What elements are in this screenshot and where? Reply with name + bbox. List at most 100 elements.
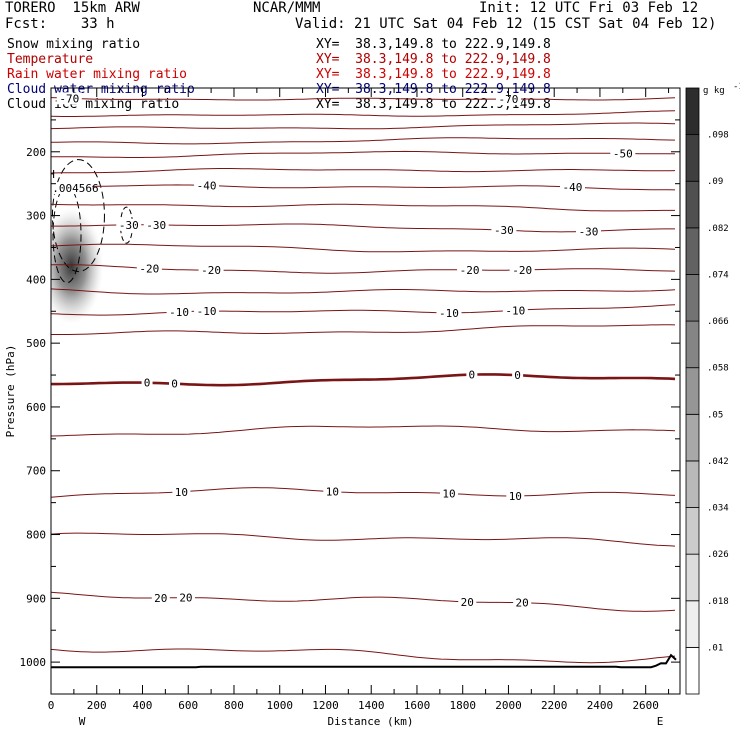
colorbar-swatch bbox=[685, 274, 700, 322]
contour-label: -10 bbox=[169, 306, 189, 319]
field-name: Snow mixing ratio bbox=[7, 37, 141, 52]
contour-label: 0 bbox=[469, 369, 476, 382]
x-tick-label: 200 bbox=[87, 699, 107, 712]
contour-label-bg bbox=[166, 305, 192, 318]
x-tick-label: 600 bbox=[178, 699, 198, 712]
x-tick-label: 2600 bbox=[632, 699, 659, 712]
contour-label-bg bbox=[136, 262, 162, 275]
contour-label: -10 bbox=[197, 305, 217, 318]
snow-max-marker: H bbox=[48, 168, 55, 181]
contour-label: 10 bbox=[509, 490, 522, 503]
temperature-contour bbox=[51, 425, 676, 437]
contour-label: 20 bbox=[154, 592, 167, 605]
contour-label-bg bbox=[151, 591, 170, 604]
contour-label-bg bbox=[194, 305, 220, 318]
contour-label: -50 bbox=[613, 147, 633, 160]
contour-label: 0 bbox=[144, 377, 151, 390]
temperature-contour bbox=[51, 243, 676, 253]
contour-label-bg bbox=[323, 485, 342, 498]
y-tick-label: 900 bbox=[26, 592, 46, 605]
contour-label: -30 bbox=[579, 225, 599, 238]
colorbar-label: .074 bbox=[707, 270, 729, 280]
y-axis-title: Pressure (hPa) bbox=[4, 345, 17, 438]
temperature-contour bbox=[51, 591, 676, 612]
x-tick-label: 1800 bbox=[449, 699, 476, 712]
temperature-contour bbox=[51, 137, 676, 145]
temperature-contour bbox=[51, 373, 676, 387]
colorbar-label: .09 bbox=[707, 177, 723, 187]
contour-label-bg bbox=[466, 368, 478, 381]
contour-label: 10 bbox=[442, 487, 455, 500]
field-xy: XY= 38.3,149.8 to 222.9,149.8 bbox=[316, 82, 551, 97]
temperature-contour bbox=[51, 487, 676, 498]
colorbar-swatch bbox=[685, 227, 700, 275]
x-tick-label: 1600 bbox=[404, 699, 431, 712]
snow-max-label-bg bbox=[51, 182, 93, 195]
contour-label: 20 bbox=[179, 592, 192, 605]
contour-label-bg bbox=[506, 489, 525, 502]
colorbar-swatch bbox=[685, 553, 700, 602]
y-tick-label: 200 bbox=[26, 146, 46, 159]
contour-label: 20 bbox=[461, 596, 474, 609]
contour-label-bg bbox=[495, 93, 521, 106]
contour-label-bg bbox=[491, 224, 517, 237]
temperature-contour bbox=[51, 288, 676, 295]
x-tick-label: 1400 bbox=[358, 699, 385, 712]
contour-label: -40 bbox=[563, 181, 583, 194]
x-tick-label: 1000 bbox=[266, 699, 293, 712]
colorbar-label: .05 bbox=[707, 410, 723, 420]
contour-label-bg bbox=[56, 92, 82, 105]
x-axis-title: Distance (km) bbox=[327, 715, 413, 728]
colorbar-label: .042 bbox=[707, 457, 729, 467]
contour-label-bg bbox=[559, 181, 585, 194]
valid-time: Valid: 21 UTC Sat 04 Feb 12 (15 CST Sat … bbox=[295, 16, 717, 32]
contour-label-bg bbox=[141, 376, 153, 389]
contour-label-bg bbox=[169, 377, 181, 390]
temperature-contour bbox=[51, 532, 676, 547]
contour-label: -20 bbox=[460, 264, 480, 277]
x-tick-label: 1200 bbox=[312, 699, 339, 712]
x-tick-label: 400 bbox=[133, 699, 153, 712]
contour-label: -20 bbox=[512, 264, 532, 277]
field-xy: XY= 38.3,149.8 to 222.9,149.8 bbox=[316, 52, 551, 67]
temperature-contour bbox=[51, 324, 676, 335]
colorbar-swatch bbox=[685, 600, 700, 648]
snow-shading bbox=[51, 208, 104, 325]
contour-label-bg bbox=[198, 264, 224, 277]
contour-label: -40 bbox=[197, 179, 217, 192]
x-tick-label: 2200 bbox=[541, 699, 568, 712]
temperature-contour bbox=[51, 168, 676, 174]
contour-label-bg bbox=[439, 487, 458, 500]
contour-label: 20 bbox=[516, 597, 529, 610]
contour-label-bg bbox=[172, 485, 191, 498]
y-tick-label: 800 bbox=[26, 529, 46, 542]
contour-label: -70 bbox=[59, 92, 79, 105]
west-label: W bbox=[79, 715, 86, 728]
contour-label-bg bbox=[457, 263, 483, 276]
colorbar-label: .026 bbox=[707, 550, 729, 560]
colorbar-unit: g kg bbox=[703, 86, 725, 96]
colorbar-label: .082 bbox=[707, 224, 729, 234]
field-xy: XY= 38.3,149.8 to 222.9,149.8 bbox=[316, 37, 551, 52]
field-name: Temperature bbox=[7, 52, 94, 67]
init-time: Init: 12 UTC Fri 03 Feb 12 bbox=[479, 0, 699, 16]
temperature-contour bbox=[51, 110, 676, 117]
temperature-contour bbox=[51, 203, 675, 212]
colorbar-swatch bbox=[685, 320, 700, 369]
contour-label-bg bbox=[194, 179, 220, 192]
colorbar-swatch bbox=[685, 180, 700, 229]
contour-label: 10 bbox=[326, 486, 339, 499]
contour-label-bg bbox=[116, 218, 142, 231]
colorbar-label: .098 bbox=[707, 131, 729, 141]
east-label: E bbox=[657, 715, 664, 728]
contour-label: -30 bbox=[119, 219, 139, 232]
x-tick-label: 0 bbox=[48, 699, 55, 712]
temperature-contour bbox=[51, 150, 675, 158]
contour-label: 0 bbox=[514, 369, 521, 382]
y-tick-label: 1000 bbox=[20, 656, 47, 669]
y-tick-label: 300 bbox=[26, 210, 46, 223]
org-label: NCAR/MMM bbox=[253, 0, 321, 16]
field-name: Cloud ice mixing ratio bbox=[7, 97, 180, 112]
temperature-contour bbox=[51, 97, 676, 101]
y-tick-label: 500 bbox=[26, 337, 46, 350]
